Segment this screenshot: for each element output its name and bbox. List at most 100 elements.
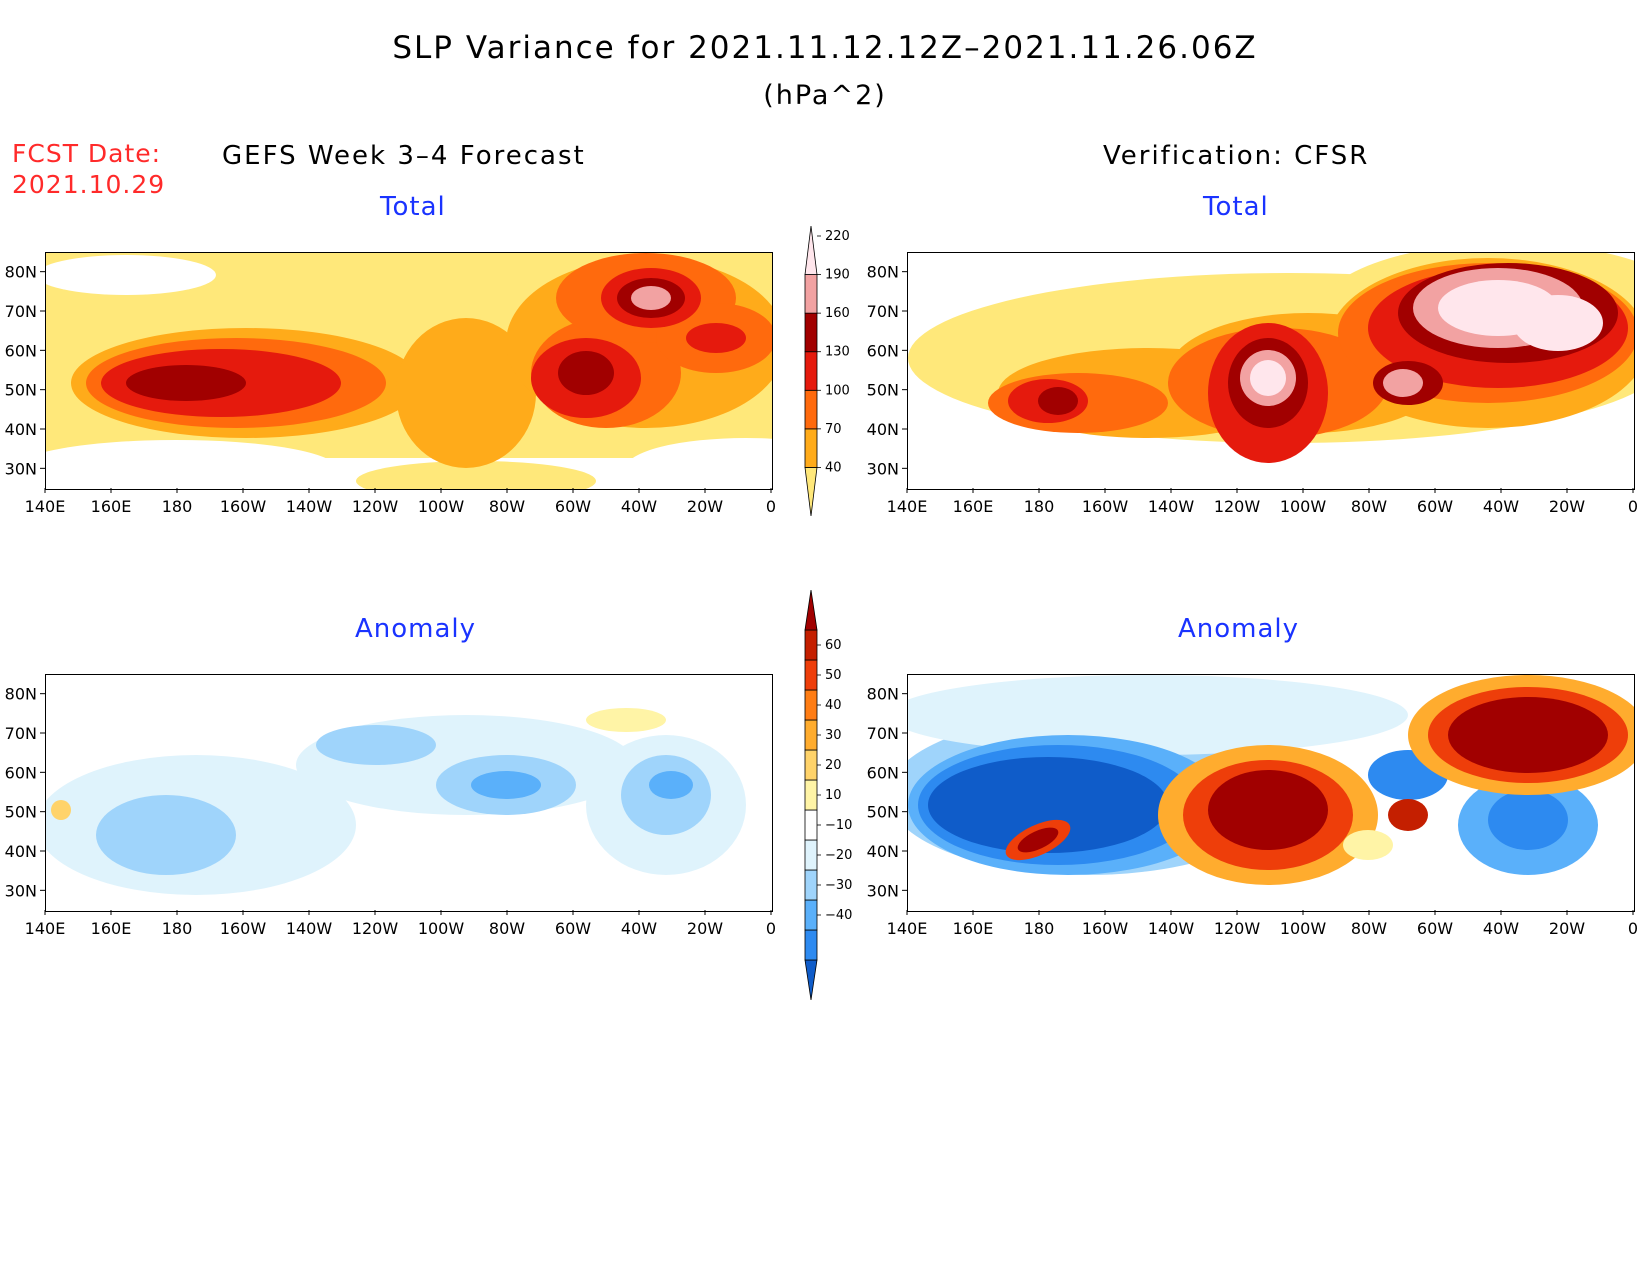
- lon-tick-label: 40W: [1483, 497, 1519, 516]
- lon-tick-label: 160E: [953, 919, 994, 938]
- lon-tick-label: 160W: [220, 497, 267, 516]
- map-cfsr-anomaly: [907, 674, 1635, 912]
- lat-tick-label: 50N: [5, 803, 37, 822]
- contour-fill: [1068, 293, 1148, 313]
- lon-tick-label: 20W: [1549, 919, 1585, 938]
- contour-fill: [396, 318, 536, 468]
- colorbar-swatch: [804, 959, 818, 1001]
- lon-tick-label: 180: [1024, 497, 1055, 516]
- colorbar-swatch: [804, 351, 818, 391]
- contour-fill: [928, 757, 1168, 853]
- lat-tick-label: 60N: [5, 763, 37, 782]
- lon-tick-label: 140E: [887, 497, 928, 516]
- lat-tick-label: 70N: [5, 302, 37, 321]
- colorbar-label: 160: [825, 306, 850, 321]
- contour-fill: [1383, 369, 1423, 397]
- contour-fill: [316, 725, 436, 765]
- lon-tick-label: 60W: [555, 919, 591, 938]
- contour-fill: [1343, 830, 1393, 860]
- lon-tick-label: 20W: [1549, 497, 1585, 516]
- contour-fill: [1250, 360, 1286, 396]
- colorbar-swatch: [804, 389, 818, 430]
- lon-tick-label: 180: [162, 497, 193, 516]
- lat-tick-label: 30N: [867, 459, 899, 478]
- lon-tick-label: 80W: [489, 497, 525, 516]
- colorbar-anomaly: −40 −30 −20 −10 10 20 30 40 50 60: [795, 570, 875, 1020]
- map-fcst-total: [45, 252, 773, 490]
- page-title: SLP Variance for 2021.11.12.12Z–2021.11.…: [392, 30, 1258, 66]
- colorbar-label: 70: [825, 422, 842, 437]
- contour-fill: [586, 708, 666, 732]
- left-column-heading: GEFS Week 3–4 Forecast: [222, 141, 586, 171]
- lat-tick-label: 70N: [867, 302, 899, 321]
- lat-tick-label: 50N: [5, 381, 37, 400]
- lon-tick-label: 0: [766, 919, 776, 938]
- lon-tick-label: 20W: [687, 919, 723, 938]
- contour-fill: [649, 771, 693, 799]
- lon-tick-label: 140W: [1148, 497, 1195, 516]
- lat-tick-label: 40N: [5, 420, 37, 439]
- lat-tick-label: 50N: [867, 803, 899, 822]
- lat-tick-label: 60N: [5, 341, 37, 360]
- contour-fill: [46, 440, 336, 489]
- contour-fill: [51, 800, 71, 820]
- colorbar-swatch: [804, 312, 818, 353]
- colorbar-swatch: [804, 629, 818, 661]
- lon-tick-label: 100W: [418, 919, 465, 938]
- contour-fill: [1513, 295, 1603, 351]
- lon-tick-label: 60W: [1417, 497, 1453, 516]
- contour-fill: [1038, 387, 1078, 415]
- lon-tick-label: 120W: [352, 497, 399, 516]
- lon-tick-label: 140W: [286, 497, 333, 516]
- colorbar-label: −30: [825, 878, 852, 893]
- colorbar-swatch: [804, 929, 818, 961]
- lon-tick-label: 0: [1628, 497, 1638, 516]
- lon-tick-label: 160E: [953, 497, 994, 516]
- contour-fill: [96, 795, 236, 875]
- contour-fill: [1017, 827, 1059, 853]
- lon-tick-label: 180: [162, 919, 193, 938]
- contour-fill: [626, 438, 772, 489]
- colorbar-swatch: [804, 899, 818, 931]
- panel-label-cfsr-anomaly: Anomaly: [1178, 614, 1300, 644]
- lat-tick-label: 80N: [867, 685, 899, 704]
- colorbar-label: 130: [825, 345, 850, 360]
- colorbar-label: −20: [825, 848, 852, 863]
- lat-tick-label: 40N: [867, 420, 899, 439]
- colorbar-label: 40: [825, 698, 842, 713]
- lon-tick-label: 120W: [1214, 497, 1261, 516]
- lat-tick-label: 70N: [867, 724, 899, 743]
- contour-fill: [1488, 790, 1568, 850]
- colorbar-label: 30: [825, 728, 842, 743]
- colorbar-swatch: [804, 719, 818, 751]
- lon-tick-label: 120W: [352, 919, 399, 938]
- lon-tick-label: 140E: [25, 497, 66, 516]
- lon-tick-label: 120W: [1214, 919, 1261, 938]
- lon-tick-label: 160E: [91, 919, 132, 938]
- panel-label-fcst-total: Total: [380, 192, 446, 222]
- contour-fill: [908, 675, 1408, 755]
- lon-tick-label: 140E: [25, 919, 66, 938]
- colorbar-swatch: [804, 428, 818, 468]
- lon-tick-label: 160W: [1082, 497, 1129, 516]
- lon-tick-label: 180: [1024, 919, 1055, 938]
- lon-tick-label: 160E: [91, 497, 132, 516]
- lon-tick-label: 60W: [1417, 919, 1453, 938]
- lat-tick-label: 40N: [5, 842, 37, 861]
- colorbar-label: 220: [825, 229, 850, 244]
- right-column-heading: Verification: CFSR: [1103, 141, 1370, 171]
- lon-tick-label: 40W: [1483, 919, 1519, 938]
- colorbar-label: 100: [825, 383, 850, 398]
- panel-label-cfsr-total: Total: [1203, 192, 1269, 222]
- colorbar-swatch: [804, 779, 818, 811]
- lat-tick-label: 30N: [5, 459, 37, 478]
- lat-tick-label: 80N: [867, 263, 899, 282]
- lat-tick-label: 80N: [5, 263, 37, 282]
- lat-tick-label: 50N: [867, 381, 899, 400]
- colorbar-swatch: [804, 589, 818, 631]
- lon-tick-label: 40W: [621, 919, 657, 938]
- forecast-date-value: 2021.10.29: [12, 170, 166, 199]
- lat-tick-label: 70N: [5, 724, 37, 743]
- colorbar-label: 40: [825, 460, 842, 475]
